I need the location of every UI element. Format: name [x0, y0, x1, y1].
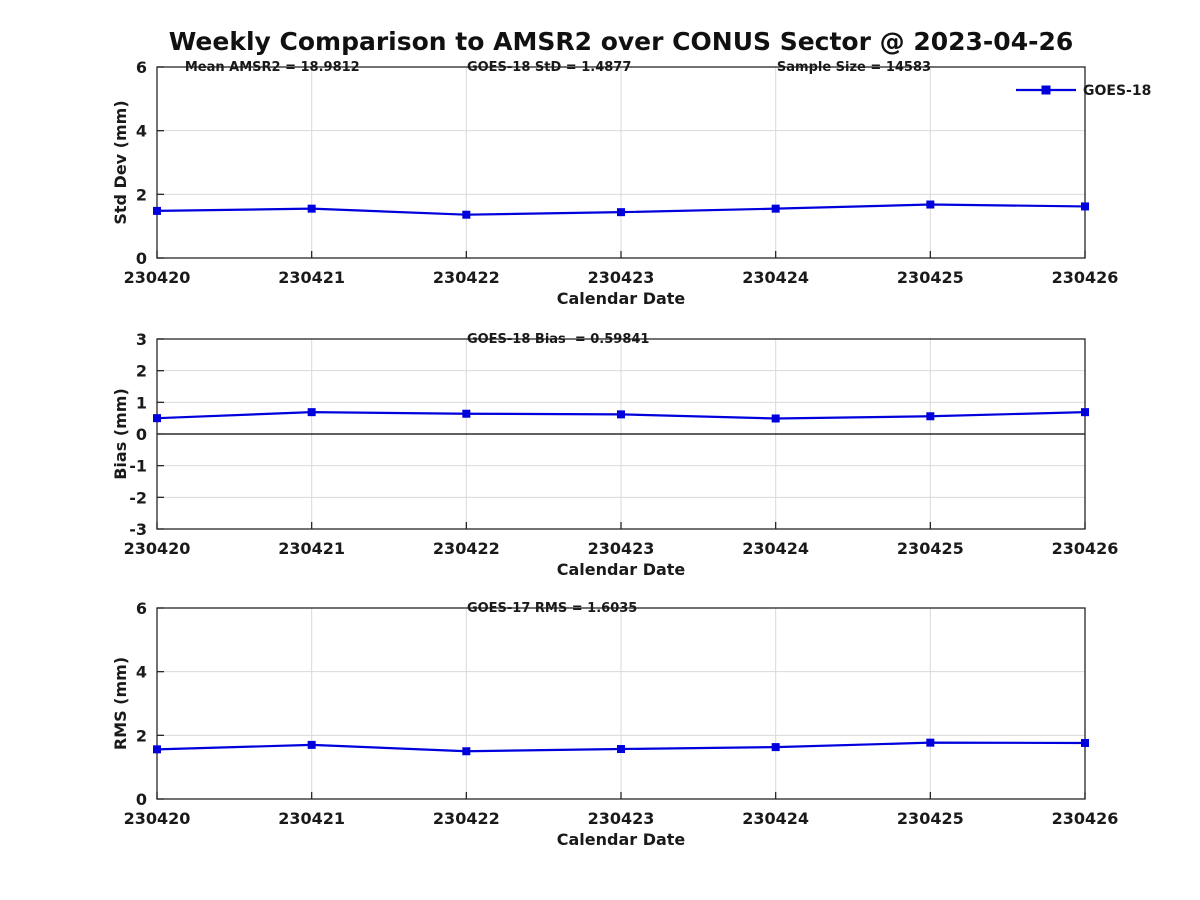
y-axis-label: RMS (mm) — [111, 657, 130, 750]
data-point-marker — [617, 208, 625, 217]
y-axis-label: Bias (mm) — [111, 388, 130, 480]
data-point-marker — [307, 204, 316, 213]
data-point-marker — [462, 747, 471, 756]
x-tick-label: 230420 — [124, 268, 191, 287]
legend-marker — [1041, 85, 1051, 95]
x-tick-label: 230423 — [588, 809, 655, 828]
x-tick-label: 230425 — [897, 539, 964, 558]
y-tick-label: 3 — [136, 330, 147, 349]
x-axis-label: Calendar Date — [557, 560, 686, 579]
y-tick-label: -1 — [129, 457, 147, 476]
y-axis-label: Std Dev (mm) — [111, 100, 130, 224]
x-tick-label: 230423 — [588, 539, 655, 558]
data-point-marker — [462, 210, 471, 219]
x-tick-label: 230425 — [897, 809, 964, 828]
subplot-1: 230420 230421 230422 230423 230424 230425 2304… — [111, 58, 1151, 308]
subplot-3: 230420 230421 230422 230423 230424 230425 2304… — [111, 599, 1118, 849]
x-tick-label: 230420 — [124, 539, 191, 558]
stat-annotation: GOES-18 StD = 1.4877 — [467, 60, 631, 75]
y-tick-label: 2 — [136, 362, 147, 381]
data-point-marker — [153, 414, 161, 423]
x-tick-label: 230425 — [897, 268, 964, 287]
data-point-marker — [153, 745, 161, 754]
data-point-marker — [617, 745, 625, 754]
y-tick-label: -2 — [129, 488, 147, 507]
x-tick-label: 230420 — [124, 809, 191, 828]
data-point-marker — [307, 740, 316, 749]
x-tick-label: 230422 — [433, 539, 500, 558]
data-point-marker — [926, 200, 935, 209]
x-tick-label: 230426 — [1052, 539, 1119, 558]
y-tick-label: 6 — [136, 599, 147, 618]
data-point-marker — [771, 204, 780, 213]
x-tick-label: 230423 — [588, 268, 655, 287]
y-tick-label: 0 — [136, 425, 147, 444]
x-tick-label: 230424 — [742, 539, 809, 558]
x-tick-label: 230421 — [278, 539, 345, 558]
legend-label: GOES-18 — [1083, 83, 1151, 99]
data-point-marker — [771, 743, 780, 752]
x-axis-label: Calendar Date — [557, 830, 686, 849]
subplot-2: 230420 230421 230422 230423 230424 230425 2304… — [111, 330, 1118, 579]
data-point-marker — [462, 409, 471, 418]
stat-annotation: GOES-17 RMS = 1.6035 — [467, 601, 637, 616]
data-point-marker — [1081, 408, 1089, 417]
x-tick-label: 230421 — [278, 809, 345, 828]
x-tick-label: 230424 — [742, 809, 809, 828]
x-tick-label: 230426 — [1052, 268, 1119, 287]
data-point-marker — [153, 206, 161, 215]
figure-title: Weekly Comparison to AMSR2 over CONUS Se… — [168, 27, 1074, 56]
x-tick-label: 230422 — [433, 268, 500, 287]
data-point-marker — [307, 408, 316, 417]
x-tick-label: 230421 — [278, 268, 345, 287]
x-tick-label: 230424 — [742, 268, 809, 287]
y-tick-label: 4 — [136, 122, 147, 141]
y-tick-label: 0 — [136, 790, 147, 809]
data-point-marker — [771, 414, 780, 423]
data-point-marker — [1081, 202, 1089, 211]
y-tick-label: 4 — [136, 663, 147, 682]
y-tick-label: 2 — [136, 726, 147, 745]
stat-annotation: Mean AMSR2 = 18.9812 — [185, 60, 360, 75]
y-tick-label: 0 — [136, 249, 147, 268]
x-tick-label: 230422 — [433, 809, 500, 828]
x-axis-label: Calendar Date — [557, 289, 686, 308]
y-tick-label: 2 — [136, 185, 147, 204]
y-tick-label: 6 — [136, 58, 147, 77]
x-tick-label: 230426 — [1052, 809, 1119, 828]
stat-annotation: GOES-18 Bias = 0.59841 — [467, 332, 650, 347]
data-point-marker — [1081, 738, 1089, 747]
stat-annotation: Sample Size = 14583 — [777, 60, 931, 75]
data-point-marker — [926, 412, 935, 421]
y-tick-label: 1 — [136, 393, 147, 412]
data-point-marker — [617, 410, 625, 419]
data-point-marker — [926, 738, 935, 747]
y-tick-label: -3 — [129, 520, 147, 539]
